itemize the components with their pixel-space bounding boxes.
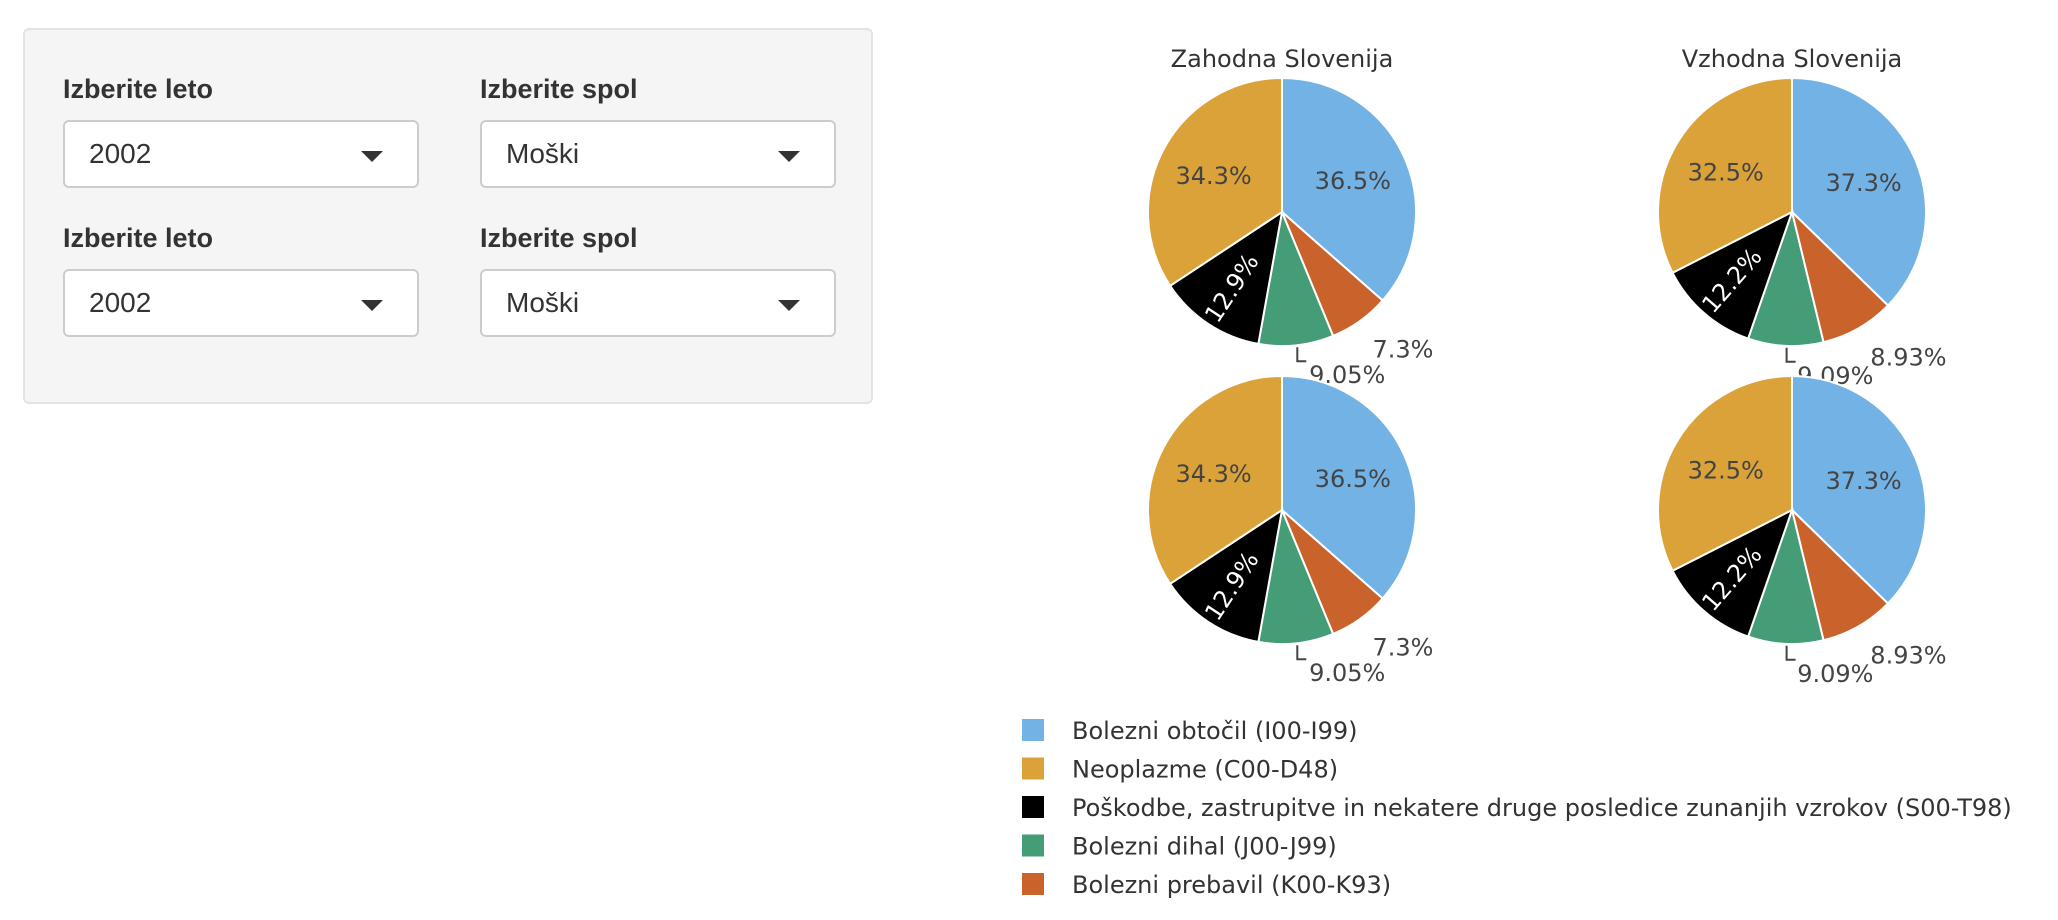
pie-slice[interactable]: [1147, 374, 1283, 586]
pie-slice[interactable]: [1147, 76, 1283, 288]
legend-swatch[interactable]: [1022, 873, 1044, 895]
slice-label: 7.3%: [1373, 336, 1434, 364]
pie-title: Zahodna Slovenija: [1171, 45, 1394, 73]
slice-label: 36.5%: [1315, 167, 1391, 195]
input-panel: Izberite leto 2002 Izberite spol Moški I…: [23, 28, 873, 404]
legend-swatch[interactable]: [1022, 834, 1044, 857]
pie-chart-4: 37.3%8.93%9.09%12.2%32.5%: [1657, 374, 1947, 688]
pie-slice[interactable]: [1791, 374, 1927, 605]
pie-slice[interactable]: [1657, 76, 1793, 275]
legend-swatch[interactable]: [1022, 757, 1044, 780]
legend-entry[interactable]: Bolezni dihal (J00-J99): [1072, 833, 1337, 861]
pie-slice[interactable]: [1791, 76, 1927, 307]
sex-select-2[interactable]: Moški: [480, 269, 836, 337]
pie-slice[interactable]: [1281, 374, 1418, 600]
legend-swatch[interactable]: [1022, 719, 1044, 741]
legend-entry[interactable]: Bolezni obtočil (I00-I99): [1072, 717, 1357, 745]
slice-label: 34.3%: [1175, 162, 1251, 190]
legend: Bolezni obtočil (I00-I99) Neoplazme (C00-…: [1022, 717, 2012, 899]
chevron-down-icon: [778, 151, 800, 162]
pie-chart-1: Zahodna Slovenija36.5%7.3%9.05%12.9%34.3…: [1147, 45, 1434, 389]
year-select-2[interactable]: 2002: [63, 269, 419, 337]
label-leader-line: [1296, 347, 1307, 363]
slice-label: 32.5%: [1688, 456, 1764, 484]
slice-label: 32.5%: [1688, 158, 1764, 186]
sex-label-1: Izberite spol: [480, 74, 638, 104]
pie-title: Vzhodna Slovenija: [1682, 45, 1903, 73]
pie-slice[interactable]: [1671, 507, 1794, 638]
pie-slice[interactable]: [1168, 209, 1284, 346]
sex-label-2: Izberite spol: [480, 223, 638, 253]
sex-select-value-1: Moški: [506, 138, 580, 169]
legend-swatch[interactable]: [1022, 796, 1044, 818]
legend-entry[interactable]: Bolezni prebavil (K00-K93): [1072, 871, 1391, 899]
chevron-down-icon: [361, 300, 383, 311]
year-label-2: Izberite leto: [63, 223, 214, 253]
slice-label: 7.3%: [1373, 634, 1434, 662]
pie-slice[interactable]: [1168, 507, 1284, 644]
label-leader-line: [1785, 347, 1796, 363]
pie-slice[interactable]: [1281, 76, 1418, 302]
slice-label: 37.3%: [1825, 467, 1901, 495]
legend-entry[interactable]: Neoplazme (C00-D48): [1072, 756, 1338, 784]
legend-entry[interactable]: Poškodbe, zastrupitve in nekatere druge …: [1072, 794, 2012, 822]
chevron-down-icon: [778, 300, 800, 311]
year-select-1[interactable]: 2002: [63, 120, 419, 188]
sex-select-value-2: Moški: [506, 287, 580, 318]
slice-label: 34.3%: [1175, 460, 1251, 488]
sex-select-1[interactable]: Moški: [480, 120, 836, 188]
pie-chart-2: Vzhodna Slovenija37.3%8.93%9.09%12.2%32.…: [1657, 45, 1947, 390]
slice-label: 8.93%: [1870, 641, 1946, 669]
slice-label: 37.3%: [1825, 169, 1901, 197]
pie-slice[interactable]: [1657, 374, 1793, 573]
pie-slice[interactable]: [1671, 209, 1794, 340]
slice-label: 8.93%: [1870, 343, 1946, 371]
slice-label: 9.09%: [1797, 660, 1873, 688]
label-leader-line: [1296, 645, 1307, 661]
year-select-value-2: 2002: [89, 287, 152, 318]
label-leader-line: [1785, 645, 1796, 661]
slice-label: 36.5%: [1315, 465, 1391, 493]
pie-chart-3: 36.5%7.3%9.05%12.9%34.3%: [1147, 374, 1434, 687]
slice-label: 9.05%: [1309, 659, 1385, 687]
chevron-down-icon: [361, 151, 383, 162]
year-label-1: Izberite leto: [63, 74, 214, 104]
year-select-value-1: 2002: [89, 138, 152, 169]
